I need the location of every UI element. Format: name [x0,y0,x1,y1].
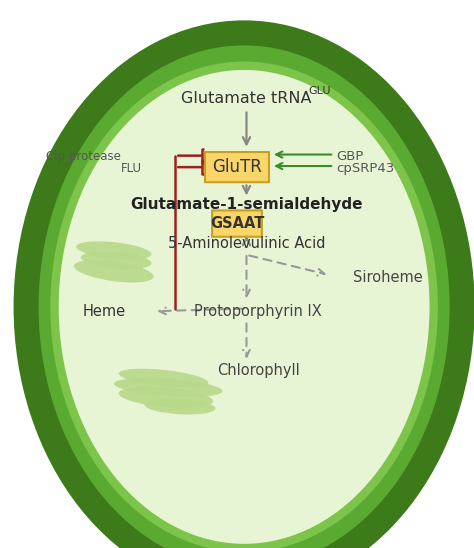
Ellipse shape [76,241,152,260]
Ellipse shape [118,387,213,408]
Text: 5-Aminolevulinic Acid: 5-Aminolevulinic Acid [168,236,325,251]
Text: Clp protease: Clp protease [46,150,121,163]
Text: cpSRP43: cpSRP43 [337,162,395,175]
Ellipse shape [145,399,216,414]
Text: FLU: FLU [121,162,142,175]
Text: GBP: GBP [337,150,364,163]
FancyBboxPatch shape [205,152,269,182]
FancyBboxPatch shape [212,210,262,237]
Text: Siroheme: Siroheme [353,270,423,286]
Ellipse shape [74,260,154,283]
Text: GSAAT: GSAAT [210,216,264,231]
Text: Heme: Heme [83,304,126,319]
Ellipse shape [81,252,152,269]
Text: Glutamate tRNA: Glutamate tRNA [181,91,312,106]
Text: GLU: GLU [308,85,331,96]
Text: Protoporphyrin IX: Protoporphyrin IX [194,304,322,319]
Ellipse shape [55,66,434,548]
Ellipse shape [26,33,462,548]
Ellipse shape [119,369,208,387]
Text: GluTR: GluTR [212,158,262,176]
Text: Glutamate-1-semialdehyde: Glutamate-1-semialdehyde [130,197,363,212]
Text: Chlorophyll: Chlorophyll [217,363,300,378]
Ellipse shape [114,378,223,397]
